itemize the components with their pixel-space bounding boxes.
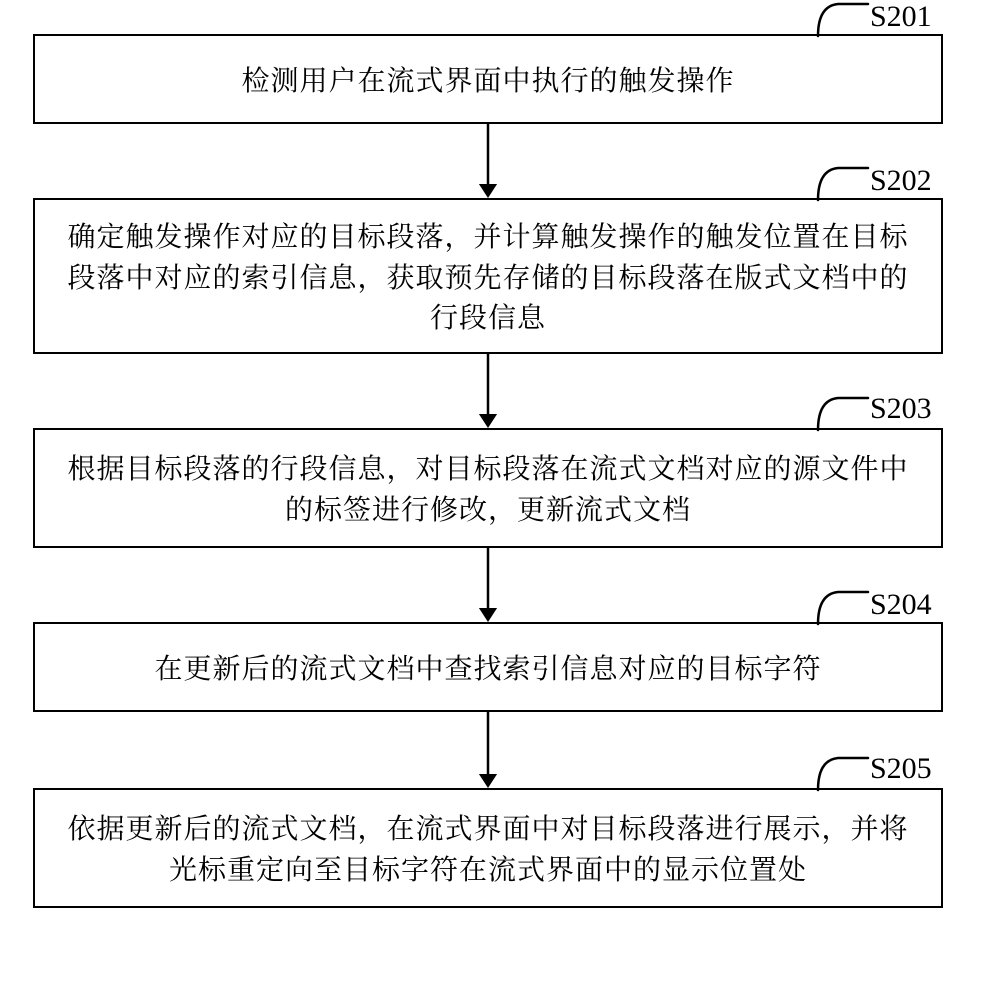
step-label-s205: S205 [870,752,932,786]
step-label-s201: S201 [870,0,932,34]
step-box-s202: 确定触发操作对应的目标段落，并计算触发操作的触发位置在目标段落中对应的索引信息，… [33,198,943,354]
step-box-s204: 在更新后的流式文档中查找索引信息对应的目标字符 [33,622,943,712]
callout-hook-icon [812,752,872,792]
step-text: 确定触发操作对应的目标段落，并计算触发操作的触发位置在目标段落中对应的索引信息，… [59,215,917,337]
arrow-down-icon [468,712,508,788]
step-text: 根据目标段落的行段信息，对目标段落在流式文档对应的源文件中的标签进行修改，更新流… [59,447,917,528]
callout-hook-icon [812,0,872,38]
step-text: 在更新后的流式文档中查找索引信息对应的目标字符 [154,647,821,688]
step-label-s202: S202 [870,164,932,198]
step-label-s203: S203 [870,392,932,426]
step-text: 检测用户在流式界面中执行的触发操作 [241,59,734,100]
arrow-down-icon [468,548,508,622]
step-box-s203: 根据目标段落的行段信息，对目标段落在流式文档对应的源文件中的标签进行修改，更新流… [33,428,943,548]
arrow-down-icon [468,124,508,198]
flowchart-canvas: 检测用户在流式界面中执行的触发操作 S201 确定触发操作对应的目标段落，并计算触发… [0,0,1000,984]
step-text: 依据更新后的流式文档，在流式界面中对目标段落进行展示，并将光标重定向至目标字符在… [59,807,917,888]
callout-hook-icon [812,162,872,202]
step-box-s201: 检测用户在流式界面中执行的触发操作 [33,34,943,124]
step-label-s204: S204 [870,588,932,622]
callout-hook-icon [812,392,872,432]
arrow-down-icon [468,354,508,428]
callout-hook-icon [812,586,872,626]
step-box-s205: 依据更新后的流式文档，在流式界面中对目标段落进行展示，并将光标重定向至目标字符在… [33,788,943,908]
